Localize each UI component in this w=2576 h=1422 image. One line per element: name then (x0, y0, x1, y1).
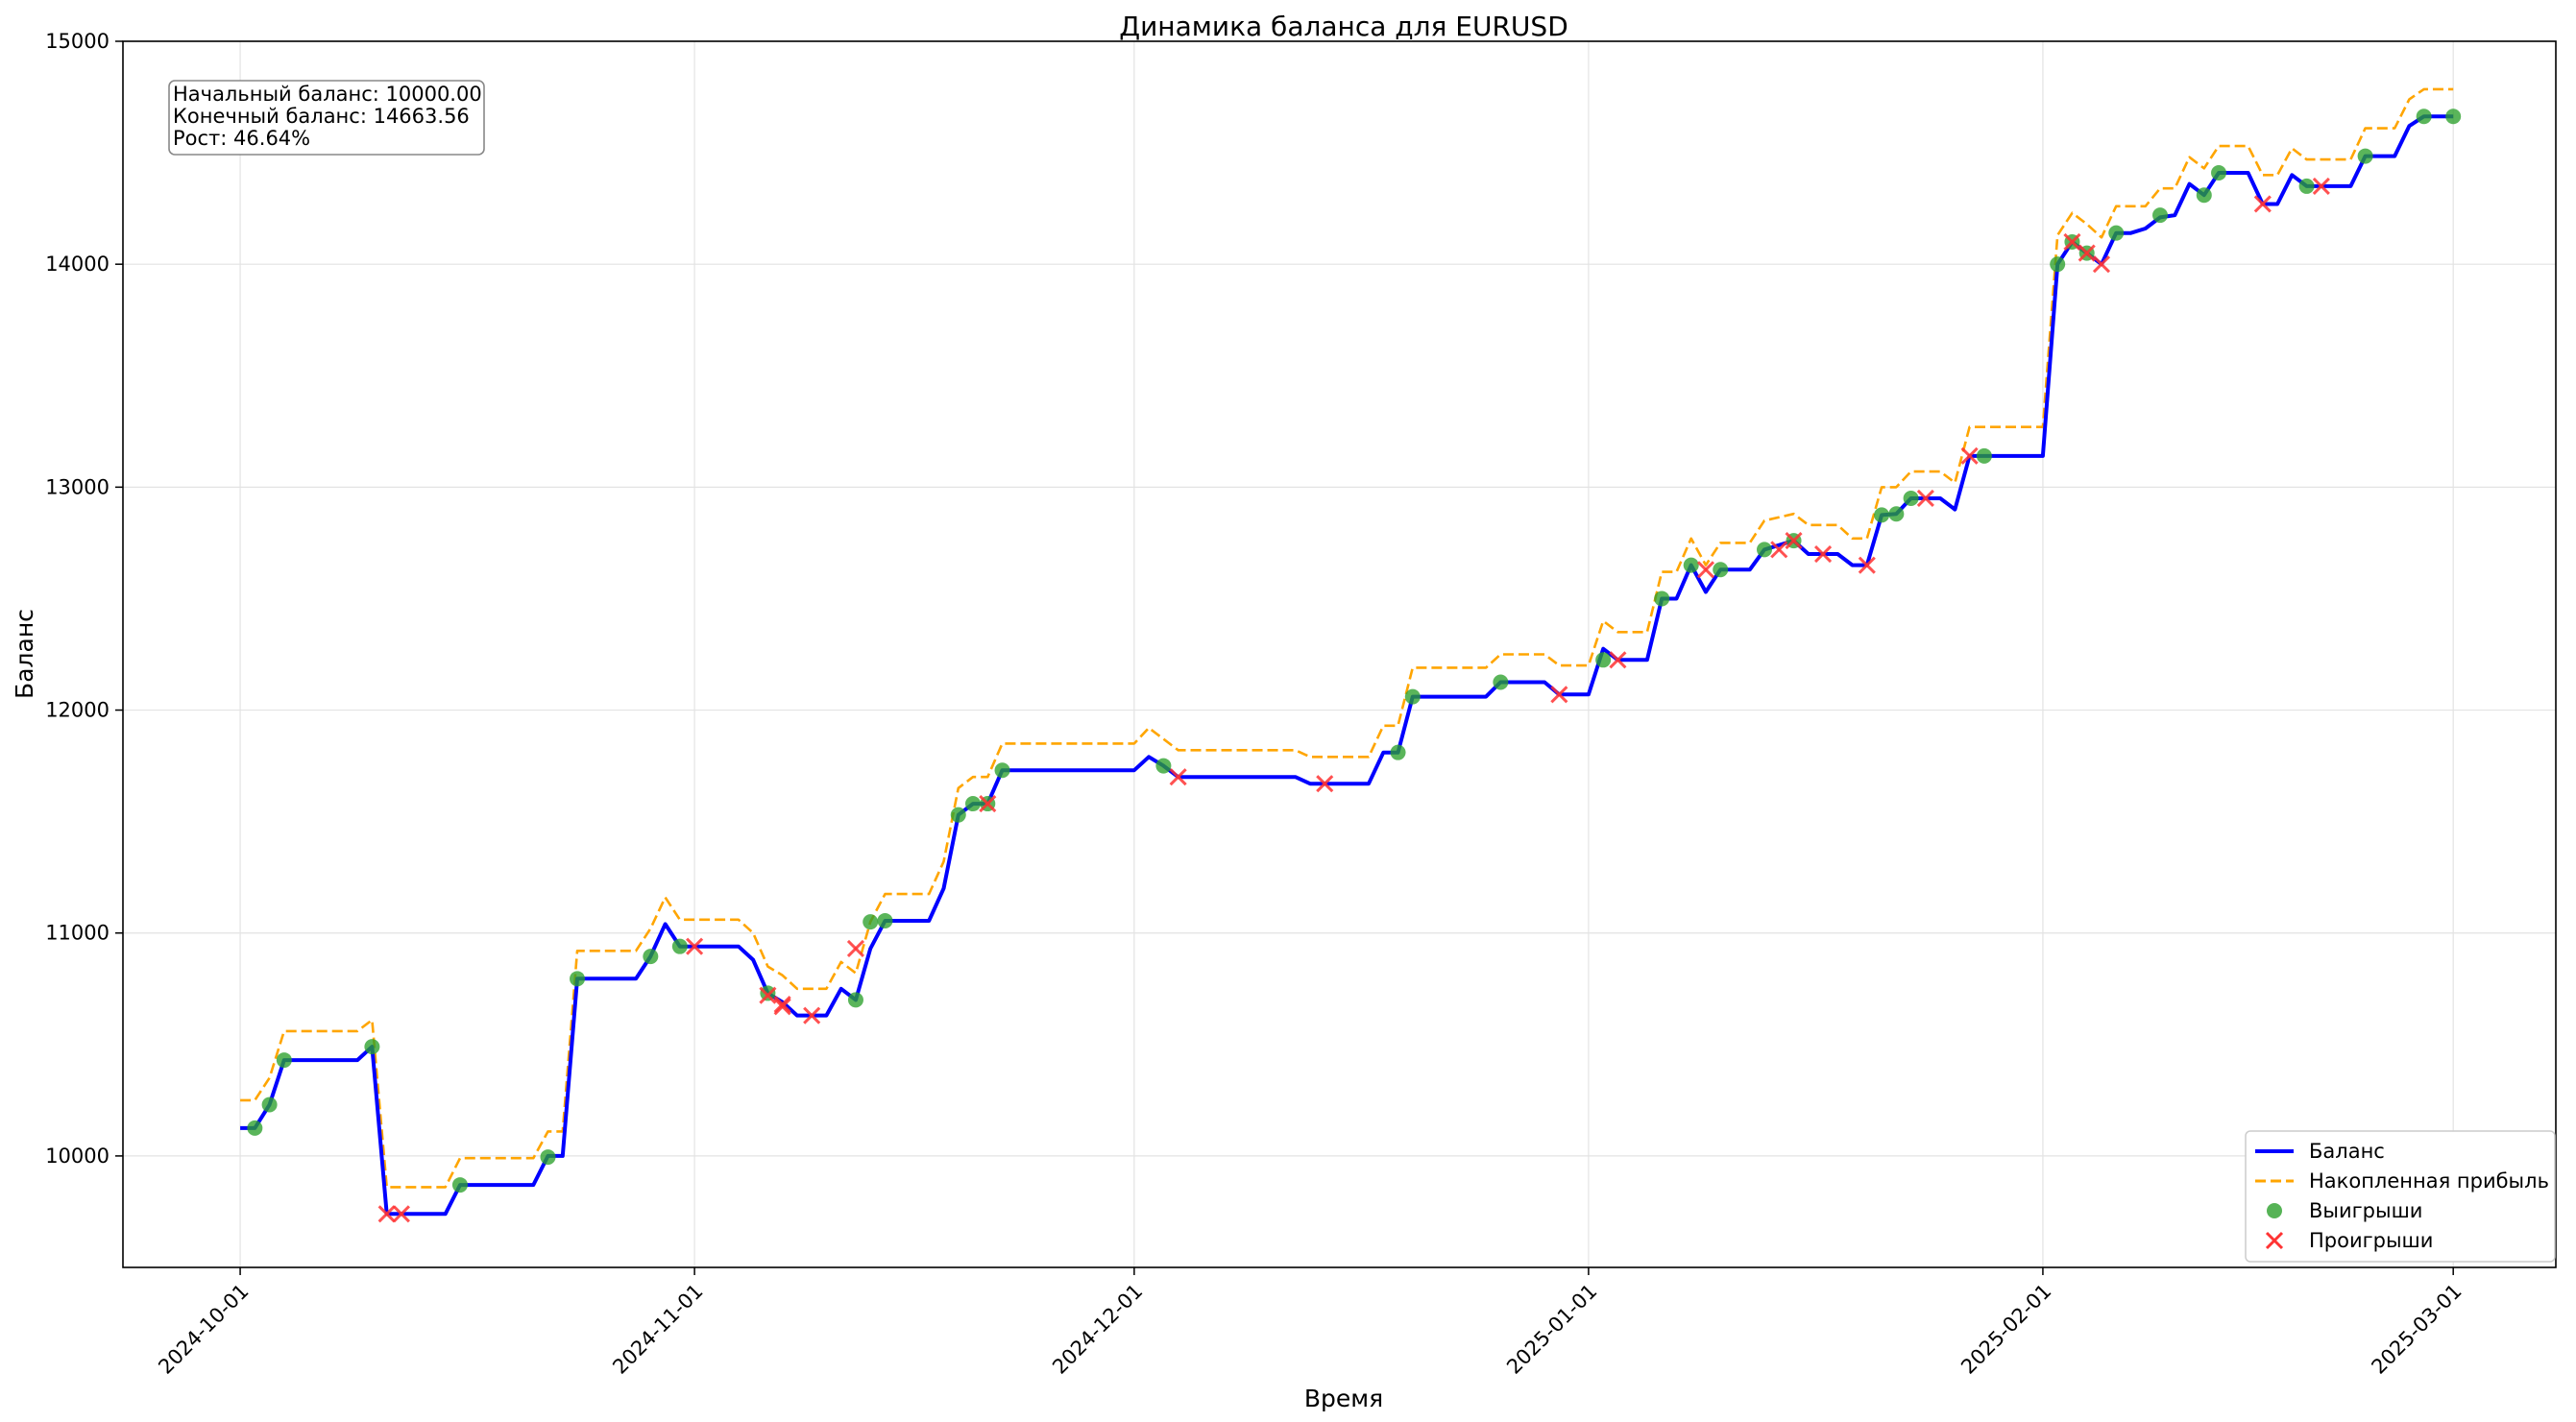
loss-marker (803, 1006, 821, 1024)
win-marker (1595, 652, 1612, 668)
win-marker (965, 796, 982, 812)
win-marker (1713, 562, 1729, 578)
chart-title: Динамика баланса для EURUSD (1119, 11, 1568, 42)
loss-marker (1813, 544, 1833, 564)
loss-marker (1696, 561, 1715, 579)
win-marker (994, 762, 1010, 779)
win-marker (1493, 674, 1509, 690)
win-marker (760, 985, 776, 1001)
win-marker (540, 1149, 556, 1166)
win-marker (1976, 447, 1992, 464)
loss-marker (1550, 686, 1568, 704)
y-tick-label: 15000 (45, 30, 109, 53)
win-marker (1155, 758, 1172, 774)
win-marker (451, 1177, 468, 1193)
legend-frame (2245, 1130, 2556, 1263)
win-marker (1390, 744, 1406, 760)
series-layer (240, 87, 2462, 1223)
win-marker (1874, 507, 1890, 523)
loss-marker (1858, 556, 1876, 574)
win-marker (950, 807, 966, 823)
legend-wins-swatch (2267, 1203, 2282, 1218)
win-marker (2445, 108, 2462, 125)
loss-marker (1770, 541, 1788, 559)
loss-marker (979, 795, 997, 813)
plot-background (123, 41, 2556, 1267)
win-marker (1683, 557, 1699, 573)
plot-frame (122, 40, 2557, 1268)
win-marker (2152, 207, 2169, 224)
grid (123, 40, 2556, 1267)
win-marker (2196, 187, 2212, 204)
win-marker (1654, 590, 1670, 607)
win-marker (1757, 542, 1773, 558)
win-marker (570, 971, 586, 987)
x-axis-label: Время (1304, 1385, 1383, 1412)
legend-losses-swatch (2265, 1231, 2284, 1250)
loss-marker (686, 937, 704, 955)
win-marker (261, 1097, 278, 1113)
loss-marker (773, 998, 791, 1016)
y-tick-label: 11000 (45, 922, 109, 945)
plot-area (122, 40, 2557, 1268)
loss-marker (2078, 244, 2096, 262)
loss-marker (1316, 775, 1334, 793)
loss-marker (846, 939, 865, 958)
win-marker (1888, 506, 1905, 522)
loss-marker (392, 1205, 410, 1223)
win-marker (2298, 178, 2315, 194)
loss-marker (759, 986, 777, 1004)
win-marker (276, 1052, 292, 1069)
legend-wins-label: Выигрыши (2309, 1199, 2422, 1222)
win-marker (364, 1039, 380, 1055)
loss-marker (377, 1205, 396, 1223)
info-start-balance: Начальный баланс: 10000.00 (173, 83, 482, 106)
y-axis: 10000 11000 12000 13000 14000 15000 (45, 30, 123, 1168)
loss-marker (2312, 177, 2330, 195)
loss-marker (1785, 532, 1803, 550)
loss-marker (2092, 255, 2111, 274)
loss-marker (1609, 651, 1627, 669)
win-marker (2416, 108, 2432, 125)
loss-marker (2063, 232, 2081, 252)
win-marker (1404, 688, 1421, 705)
win-marker (671, 938, 688, 954)
win-marker (863, 914, 879, 930)
loss-marker (1169, 768, 1187, 786)
win-marker (847, 992, 863, 1008)
legend-balance-label: Баланс (2309, 1140, 2385, 1163)
loss-marker (1960, 446, 1979, 465)
win-marker (2050, 256, 2066, 273)
y-axis-label: Баланс (11, 609, 38, 699)
info-growth: Рост: 46.64% (173, 127, 310, 150)
legend: Баланс Накопленная прибыль Выигрыши Прои… (2245, 1130, 2556, 1263)
win-marker (1903, 490, 1919, 506)
y-tick-label: 14000 (45, 253, 109, 276)
y-tick-label: 10000 (45, 1145, 109, 1168)
win-marker (2108, 225, 2125, 241)
legend-losses-label: Проигрыши (2309, 1229, 2433, 1252)
win-marker (643, 949, 659, 965)
info-box-frame (168, 80, 485, 156)
win-marker (877, 912, 893, 928)
info-box: Начальный баланс: 10000.00 Конечный бала… (168, 80, 485, 156)
cumulative-profit-line (240, 87, 2454, 1189)
loss-marker (2253, 195, 2272, 213)
y-tick-label: 13000 (45, 475, 109, 498)
y-tick-label: 12000 (45, 699, 109, 722)
info-end-balance: Конечный баланс: 14663.56 (173, 105, 470, 128)
loss-marker (1916, 489, 1934, 508)
win-marker (2357, 148, 2373, 164)
win-marker (247, 1120, 263, 1136)
win-marker (2211, 164, 2227, 181)
loss-marker (773, 995, 791, 1014)
legend-cumulative-label: Накопленная прибыль (2309, 1169, 2549, 1193)
